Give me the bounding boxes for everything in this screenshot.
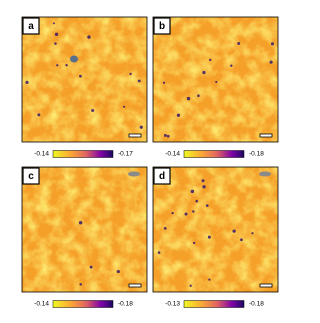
- defect-blob: [128, 171, 140, 177]
- panel-label: b: [159, 21, 165, 32]
- colorbar: [183, 300, 245, 308]
- map-frame: [21, 166, 148, 293]
- defect-spot: [190, 189, 195, 194]
- defect-spot: [208, 278, 211, 281]
- map-frame: [152, 16, 279, 143]
- colorbar-max: -0.18: [249, 151, 264, 158]
- scale-bar: [259, 133, 273, 138]
- map-frame: [152, 166, 279, 293]
- defect-spot: [89, 265, 93, 269]
- label-box: [22, 17, 40, 35]
- panel: a -0.14 -0.17: [21, 16, 148, 158]
- defect-spot: [237, 42, 241, 45]
- defect-spot: [186, 96, 191, 101]
- map-texture: [153, 167, 278, 292]
- label-box: [153, 17, 171, 35]
- scale-bar: [128, 133, 142, 138]
- panel-label: d: [159, 171, 165, 182]
- defect-spot: [91, 108, 95, 112]
- defect-spot: [65, 63, 68, 67]
- defect-spot: [215, 80, 218, 84]
- defect-blob: [70, 55, 78, 63]
- defect-spot: [202, 70, 206, 75]
- defect-blob: [259, 171, 271, 177]
- panel-label: a: [28, 21, 34, 32]
- map-frame: [21, 16, 148, 143]
- defect-spot: [205, 204, 209, 207]
- defect-spot: [87, 35, 91, 39]
- colorbar-min: -0.14: [165, 151, 180, 158]
- defect-spot: [201, 179, 205, 183]
- map-texture: [22, 167, 147, 292]
- colorbar-max: -0.18: [118, 301, 133, 308]
- panel: d -0.13 -0.18: [152, 166, 279, 308]
- map-texture: [22, 17, 147, 142]
- label-box: [153, 167, 171, 185]
- colorbar: [52, 150, 114, 158]
- panel: c -0.14 -0.18: [21, 166, 148, 308]
- defect-spot: [192, 210, 195, 213]
- defect-spot: [52, 22, 55, 25]
- colorbar-min: -0.14: [34, 301, 49, 308]
- colorbar-max: -0.17: [118, 151, 133, 158]
- defect-spot: [116, 269, 120, 274]
- figure: a -0.14 -0.17 b -0.14 -0.18 c -0.14 -0.18 d -0.13 -…: [21, 16, 279, 308]
- defect-spot: [162, 81, 166, 84]
- defect-spot: [37, 113, 41, 117]
- colorbar-min: -0.13: [165, 301, 180, 308]
- label-box: [22, 167, 40, 185]
- defect-spot: [78, 220, 83, 225]
- defect-spot: [129, 72, 132, 76]
- defect-spot: [269, 60, 273, 64]
- colorbar: [52, 300, 114, 308]
- colorbar-min: -0.14: [34, 151, 49, 158]
- defect-spot: [79, 283, 82, 286]
- map-texture: [153, 17, 278, 142]
- defect-spot: [164, 134, 167, 137]
- defect-spot: [232, 229, 236, 233]
- defect-spot: [207, 235, 211, 239]
- defect-spot: [192, 241, 196, 245]
- defect-spot: [157, 251, 161, 254]
- defect-spot: [123, 105, 126, 108]
- defect-spot: [54, 32, 59, 36]
- panel-label: c: [28, 171, 34, 182]
- defect-spot: [25, 80, 29, 84]
- defect-spot: [240, 238, 243, 242]
- defect-spot: [166, 134, 170, 138]
- defect-spot: [202, 185, 206, 189]
- panel: b -0.14 -0.18: [152, 16, 279, 158]
- defect-spot: [209, 58, 212, 62]
- defect-spot: [230, 64, 233, 67]
- defect-spot: [251, 232, 254, 235]
- defect-spot: [195, 199, 199, 203]
- defect-spot: [197, 94, 200, 97]
- scale-bar: [128, 283, 142, 288]
- defect-spot: [56, 64, 59, 67]
- defect-spot: [137, 79, 141, 83]
- defect-spot: [184, 212, 188, 216]
- scale-bar: [259, 283, 273, 288]
- defect-spot: [163, 226, 167, 230]
- defect-spot: [54, 42, 57, 45]
- colorbar-max: -0.18: [249, 301, 264, 308]
- defect-spot: [79, 74, 82, 78]
- defect-spot: [189, 284, 192, 287]
- colorbar: [183, 150, 245, 158]
- defect-spot: [270, 42, 275, 46]
- defect-spot: [139, 125, 143, 129]
- defect-spot: [176, 113, 181, 117]
- defect-spot: [171, 212, 174, 215]
